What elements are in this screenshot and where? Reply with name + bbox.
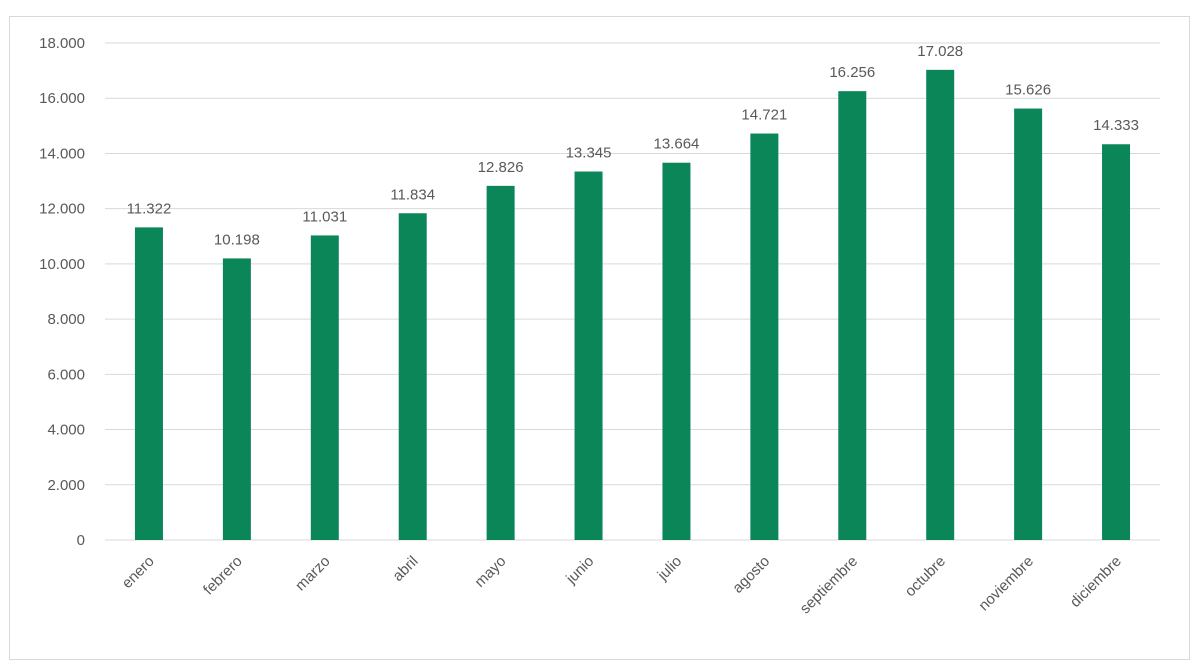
bar [1014,108,1043,541]
bar [1102,144,1131,540]
x-tick-label: abril [389,553,421,585]
y-tick-label: 14.000 [39,145,85,162]
data-label: 12.826 [478,159,524,176]
x-tick-label: noviembre [975,553,1037,615]
data-label: 16.256 [829,64,875,81]
bar [310,235,339,541]
data-label: 13.664 [654,136,700,153]
x-tick-label: agosto [729,553,773,597]
x-tick-label: junio [562,553,597,588]
y-tick-label: 2.000 [47,477,85,494]
y-tick-label: 6.000 [47,366,85,383]
bar [222,258,251,540]
bar [134,227,163,540]
data-label: 15.626 [1005,82,1051,99]
data-label: 14.333 [1093,117,1139,134]
x-tick-label: diciembre [1067,553,1125,611]
x-tick-label: marzo [292,553,333,594]
y-tick-label: 16.000 [39,90,85,107]
x-tick-label: septiembre [797,553,861,617]
y-tick-label: 4.000 [47,422,85,439]
y-tick-label: 12.000 [39,201,85,218]
x-tick-label: mayo [471,553,509,591]
y-tick-label: 0 [77,532,85,549]
data-label: 13.345 [566,145,612,162]
data-label: 11.322 [127,200,172,217]
data-label: 11.031 [302,208,347,225]
data-label: 14.721 [741,107,787,124]
x-tick-label: febrero [200,553,246,599]
bar [662,162,691,540]
chart-frame [9,16,1190,660]
bar [750,133,779,540]
data-label: 17.028 [917,43,963,60]
y-tick-label: 10.000 [39,256,85,273]
x-tick-label: enero [119,553,158,592]
bar [486,185,515,540]
x-tick-label: julio [654,553,686,585]
x-tick-label: octubre [902,553,949,600]
bar [398,213,427,540]
y-tick-label: 18.000 [39,35,85,52]
data-label: 10.198 [214,231,260,248]
data-label: 11.834 [390,186,435,203]
bar [574,171,603,540]
bar [838,91,867,540]
y-tick-label: 8.000 [47,311,85,328]
bar [926,69,955,540]
